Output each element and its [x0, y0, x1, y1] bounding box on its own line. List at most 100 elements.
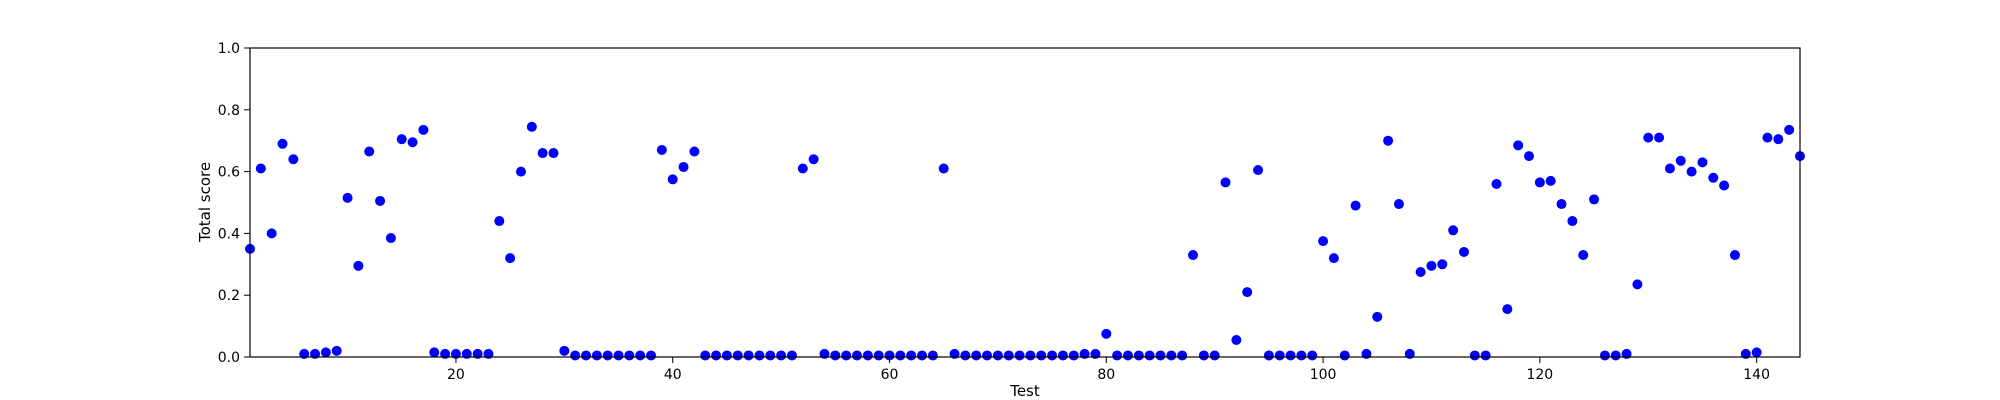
data-point	[689, 146, 700, 157]
data-point	[1773, 134, 1784, 145]
y-tick-label: 0.8	[218, 103, 240, 119]
data-point	[1188, 250, 1199, 261]
plot-area	[250, 48, 1800, 357]
data-point	[353, 260, 364, 271]
data-point	[1101, 328, 1112, 339]
data-point	[1339, 350, 1350, 361]
data-point	[927, 350, 938, 361]
data-point	[1708, 172, 1719, 183]
data-point	[255, 163, 266, 174]
data-point	[1220, 177, 1231, 188]
data-point	[1198, 350, 1209, 361]
data-point	[1502, 304, 1513, 315]
data-point	[494, 216, 505, 227]
data-point	[1784, 124, 1795, 135]
data-point	[548, 148, 559, 159]
x-tick-label: 40	[664, 367, 682, 383]
data-point	[1155, 350, 1166, 361]
data-point	[1719, 180, 1730, 191]
data-point	[1675, 155, 1686, 166]
data-point	[407, 137, 418, 148]
data-point	[1437, 259, 1448, 270]
data-point	[602, 350, 613, 361]
data-point	[1318, 236, 1329, 247]
data-point	[830, 350, 841, 361]
data-point	[776, 350, 787, 361]
data-point	[743, 350, 754, 361]
data-point	[1589, 194, 1600, 205]
data-point	[1166, 350, 1177, 361]
data-point	[797, 163, 808, 174]
x-tick-label: 80	[1097, 367, 1115, 383]
data-point	[320, 347, 331, 358]
data-point	[1263, 350, 1274, 361]
data-point	[1751, 347, 1762, 358]
y-tick-label: 0.4	[218, 226, 240, 242]
data-point	[971, 350, 982, 361]
data-point	[364, 146, 375, 157]
data-point	[1448, 225, 1459, 236]
data-point	[375, 195, 386, 206]
x-tick-label: 60	[881, 367, 899, 383]
x-tick-label: 20	[447, 367, 465, 383]
y-tick-label: 0.6	[218, 165, 240, 181]
data-point	[721, 350, 732, 361]
data-point	[656, 144, 667, 155]
data-point	[1393, 199, 1404, 210]
data-point	[1524, 151, 1535, 162]
data-point	[851, 350, 862, 361]
data-point	[667, 174, 678, 185]
data-point	[1643, 132, 1654, 143]
data-point	[581, 350, 592, 361]
data-point	[1599, 350, 1610, 361]
data-point	[1469, 350, 1480, 361]
data-point	[591, 350, 602, 361]
data-point	[266, 228, 277, 239]
data-point	[385, 233, 396, 244]
data-point	[1458, 246, 1469, 257]
data-point	[1567, 216, 1578, 227]
data-point	[1762, 132, 1773, 143]
data-point	[711, 350, 722, 361]
data-point	[1253, 165, 1264, 176]
data-point	[1307, 350, 1318, 361]
data-point	[895, 350, 906, 361]
data-point	[1296, 350, 1307, 361]
data-point	[342, 192, 353, 203]
x-axis-label: Test	[1009, 382, 1040, 400]
data-point	[678, 161, 689, 172]
data-point	[1328, 253, 1339, 264]
data-point	[1122, 350, 1133, 361]
data-point	[1372, 311, 1383, 322]
data-point	[1047, 350, 1058, 361]
data-point	[1144, 350, 1155, 361]
data-point	[862, 350, 873, 361]
data-point	[526, 121, 537, 132]
data-point	[1209, 350, 1220, 361]
data-point	[1242, 287, 1253, 298]
data-point	[559, 345, 570, 356]
data-point	[765, 350, 776, 361]
data-point	[537, 148, 548, 159]
data-points	[245, 121, 1805, 361]
data-point	[1003, 350, 1014, 361]
data-point	[1632, 279, 1643, 290]
x-tick-label: 120	[1526, 367, 1553, 383]
data-point	[613, 350, 624, 361]
data-point	[1177, 350, 1188, 361]
y-tick-label: 0.2	[218, 288, 240, 304]
data-point	[1545, 175, 1556, 186]
data-point	[732, 350, 743, 361]
data-point	[331, 345, 342, 356]
data-point	[992, 350, 1003, 361]
data-point	[1480, 350, 1491, 361]
data-point	[515, 166, 526, 177]
data-point	[1697, 157, 1708, 168]
data-point	[1057, 350, 1068, 361]
data-point	[1610, 350, 1621, 361]
y-tick-label: 1.0	[218, 41, 240, 57]
data-point	[1513, 140, 1524, 151]
data-point	[288, 154, 299, 165]
data-point	[1664, 163, 1675, 174]
data-point	[418, 124, 429, 135]
